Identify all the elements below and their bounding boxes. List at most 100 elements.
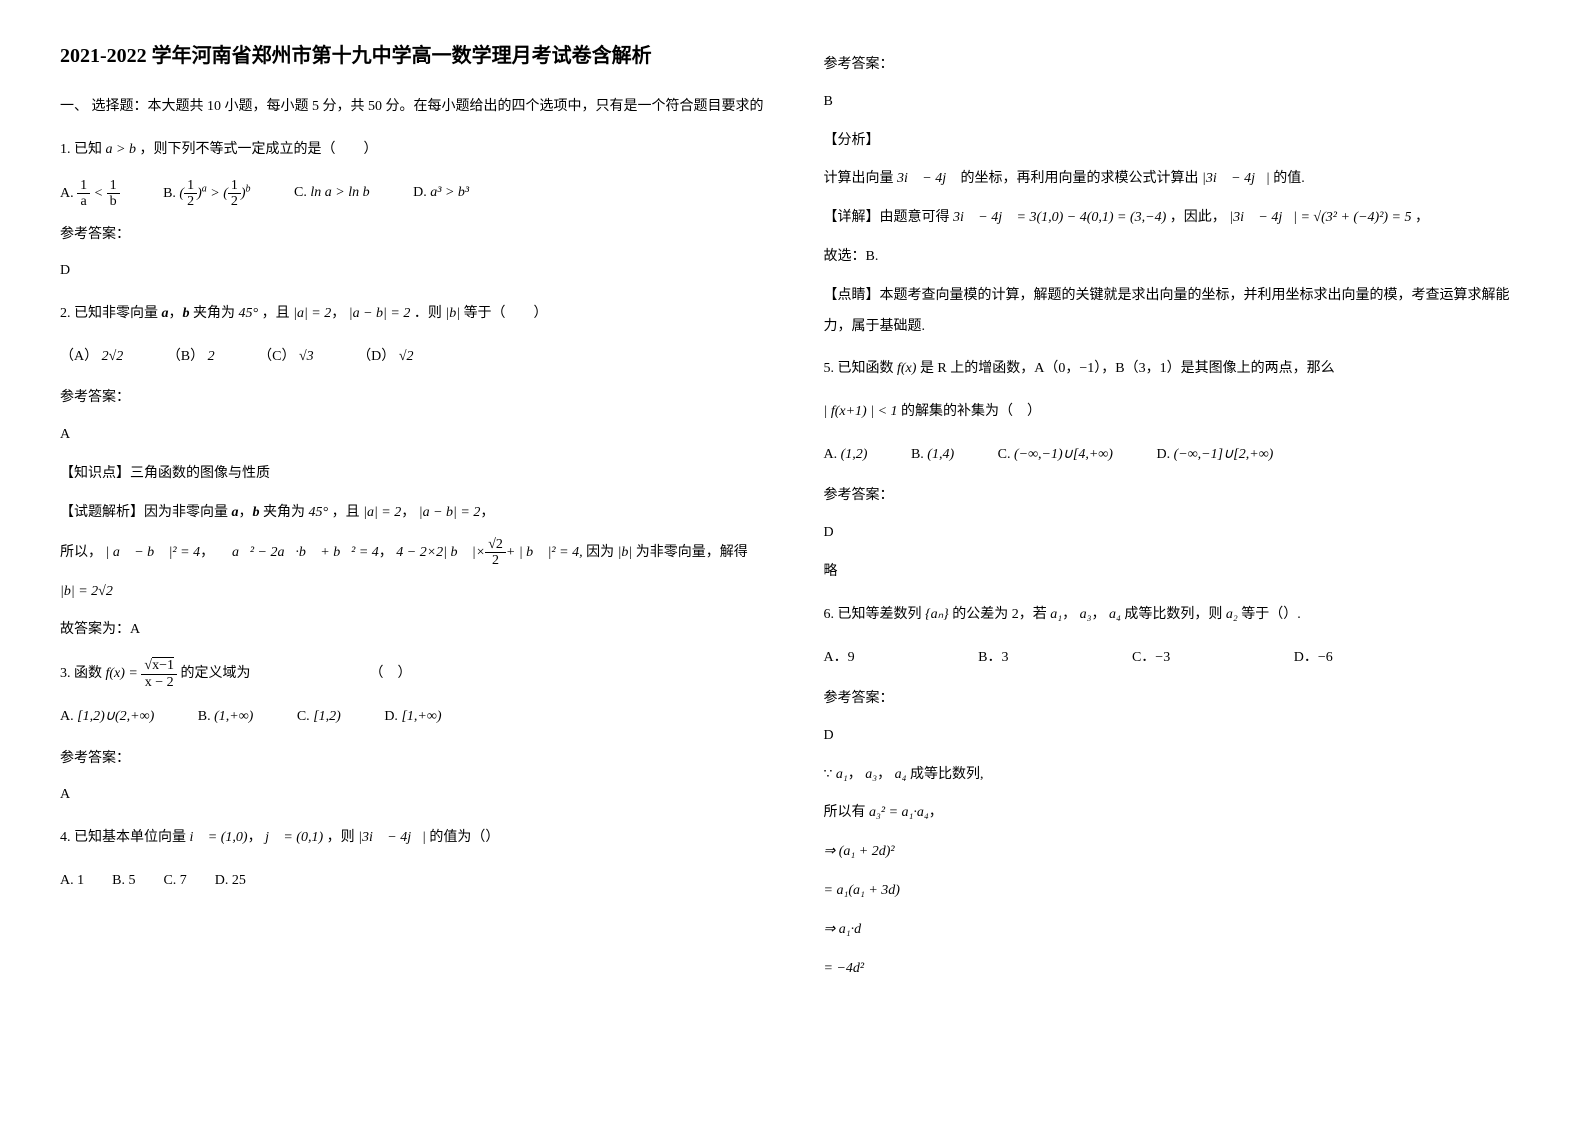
q6-s1-suffix: 成等比数列, [910, 767, 984, 782]
q1-options: A. 1a < 1b B. (12)a > (12)b C. ln a > ln… [60, 178, 764, 210]
q4-ana-vec2: |3i⃗ − 4j⃗| [1202, 171, 1270, 186]
q1-option-b: B. (12)a > (12)b [163, 178, 250, 210]
q5-optD-prefix: D. [1156, 447, 1170, 462]
q6-answer-label: 参考答案： [824, 684, 1528, 715]
q2-res-eq: = 2√2 [78, 584, 113, 599]
q4-det-eq2-rhs: = √(3² + (−4)²) = 5 [1300, 210, 1411, 225]
q4-analysis-line1: 计算出向量 3i⃗ − 4j⃗ 的坐标，再利用向量的求模公式计算出 |3i⃗ −… [824, 164, 1528, 195]
q2-option-a: （A） 2√2 [60, 342, 123, 373]
q4-det-prefix: 【详解】由题意可得 [824, 210, 950, 225]
q1-optC-prefix: C. [294, 185, 307, 200]
q4-ana-vec1: 3i⃗ − 4j⃗ [897, 171, 957, 186]
q2-conclusion: 故答案为：A [60, 615, 764, 646]
q5-stem-prefix: 5. 已知函数 [824, 361, 894, 376]
q6-step5: ⇒ a₁·d [824, 915, 1528, 946]
q2-a-eq: |a| = 2 [293, 306, 331, 321]
q6-stem-mid2: 成等比数列，则 [1124, 607, 1222, 622]
q2-ana-l2-mid: 因为 [586, 545, 614, 560]
section-heading: 一、 选择题：本大题共 10 小题，每小题 5 分，共 50 分。在每小题给出的… [60, 92, 764, 123]
q5-option-c: C. (−∞,−1)∪[4,+∞) [998, 440, 1113, 471]
q6-stem-mid1: 的公差为 2，若 [952, 607, 1047, 622]
q1-answer: D [60, 256, 764, 287]
q2-stem-mid1: 夹角为 [193, 306, 235, 321]
q3-optD-prefix: D. [384, 709, 398, 724]
q1-stem-suffix: ，则下列不等式一定成立的是（ ） [139, 142, 377, 157]
q6-a1: a₁ [1050, 607, 1062, 622]
question-6: 6. 已知等差数列 {aₙ} 的公差为 2，若 a₁， a₃， a₄ 成等比数列… [824, 600, 1528, 631]
q3-optB-math: (1,+∞) [214, 709, 253, 724]
question-4: 4. 已知基本单位向量 i⃗ = (1,0)， j⃗ = (0,1) ，则 |3… [60, 823, 764, 854]
q2-ana-eq3-prefix: 4 − 2×2| b⃗ |× [396, 545, 485, 560]
question-2: 2. 已知非零向量 a，b 夹角为 45° ，且 |a| = 2， |a − b… [60, 299, 764, 330]
q6-step2: 所以有 a₃² = a₁·a₄， [824, 798, 1528, 829]
q3-stem-prefix: 3. 函数 [60, 666, 102, 681]
q6-options: A．9 B．3 C．−3 D．−6 [824, 643, 1528, 674]
q2-ana-prefix: 【试题解析】因为非零向量 [60, 505, 228, 520]
q6-s2-eq: a₃² = a₁·a₄ [869, 805, 929, 820]
q2-ana-eq2: ∴ a⃗² − 2a⃗·b⃗ + b⃗² = 4 [218, 545, 379, 560]
question-1: 1. 已知 a > b ，则下列不等式一定成立的是（ ） [60, 135, 764, 166]
q3-optD-math: [1,+∞) [401, 709, 441, 724]
q1-option-c: C. ln a > ln b [294, 178, 370, 209]
q2-ana-l2-prefix: 所以， [60, 545, 102, 560]
q3-optC-prefix: C. [297, 709, 310, 724]
q2-optB-math: 2 [208, 349, 215, 364]
q6-s1-a4: a₄ [895, 767, 907, 782]
q4-ana-l1-end: 的值. [1273, 171, 1305, 186]
q6-option-b: B．3 [978, 643, 1008, 674]
q6-a2: a₂ [1226, 607, 1238, 622]
q2-ana-eq3-suffix: + | b⃗ |² = 4, [506, 545, 583, 560]
q4-stem-prefix: 4. 已知基本单位向量 [60, 830, 186, 845]
q3-answer: A [60, 780, 764, 811]
q6-s1-a1: a₁ [836, 767, 848, 782]
q1-option-d: D. a³ > b³ [413, 178, 469, 209]
q1-optA-prefix: A. [60, 186, 74, 201]
q5-stem-suffix: 的解集的补集为（ ） [901, 404, 1041, 419]
q4-det-eq1: 3i⃗ − 4j⃗ = 3(1,0) − 4(0,1) = (3,−4) [953, 210, 1166, 225]
q2-stem-prefix: 2. 已知非零向量 [60, 306, 158, 321]
q6-answer: D [824, 721, 1528, 752]
q5-optB-math: (1,4) [927, 447, 954, 462]
q6-a4: a₄ [1109, 607, 1121, 622]
q5-ineq: | f(x+1) | < 1 [824, 404, 898, 419]
q2-analysis-line2: 所以， | a⃗ − b⃗ |² = 4， ∴ a⃗² − 2a⃗·b⃗ + b… [60, 537, 764, 569]
q4-analysis-label: 【分析】 [824, 126, 1528, 157]
q3-answer-label: 参考答案： [60, 744, 764, 775]
q2-optA-math: 2√2 [102, 349, 124, 364]
q4-stem-mid: ，则 [327, 830, 355, 845]
q2-ana-mid2: ，且 [332, 505, 360, 520]
q2-b: |b| [445, 306, 460, 321]
q6-step6: = −4d² [824, 954, 1528, 985]
q6-option-d: D．−6 [1294, 643, 1333, 674]
q2-ana-eq3: 4 − 2×2| b⃗ |×√22+ | b⃗ |² = 4, [396, 537, 582, 569]
q4-i: i⃗ = (1,0) [190, 830, 248, 845]
q2-ana-b: b [253, 505, 260, 520]
q6-step3: ⇒ (a₁ + 2d)² [824, 837, 1528, 868]
q3-stem-suffix: 的定义域为 （ ） [180, 666, 411, 681]
q5-option-a: A. (1,2) [824, 440, 868, 471]
exam-title: 2021-2022 学年河南省郑州市第十九中学高一数学理月考试卷含解析 [60, 40, 764, 72]
q4-det-end: ， [1415, 210, 1429, 225]
q2-angle: 45° [239, 306, 259, 321]
q2-ab-eq: |a − b| = 2 [349, 306, 411, 321]
q6-stem-suffix: 等于（）. [1241, 607, 1301, 622]
q4-options: A. 1 B. 5 C. 7 D. 25 [60, 866, 764, 897]
q2-option-b: （B） 2 [167, 342, 215, 373]
q2-answer: A [60, 420, 764, 451]
q2-ana-mid: 夹角为 [263, 505, 305, 520]
q5-optA-prefix: A. [824, 447, 838, 462]
q2-optD: （D） [357, 349, 395, 364]
q5-answer: D [824, 518, 1528, 549]
q5-optB-prefix: B. [911, 447, 924, 462]
q2-options: （A） 2√2 （B） 2 （C） √3 （D） √2 [60, 342, 764, 373]
q2-ana-aval: |a| = 2 [363, 505, 401, 520]
q2-ana-angle: 45° [309, 505, 329, 520]
q6-stem-prefix: 6. 已知等差数列 [824, 607, 922, 622]
q1-optC-math: ln a > ln b [310, 185, 369, 200]
q2-analysis-line1: 【试题解析】因为非零向量 a，b 夹角为 45° ，且 |a| = 2， |a … [60, 498, 764, 529]
q4-choice: 故选：B. [824, 242, 1528, 273]
q2-optB: （B） [167, 349, 204, 364]
q4-detail: 【详解】由题意可得 3i⃗ − 4j⃗ = 3(1,0) − 4(0,1) = … [824, 203, 1528, 234]
question-3: 3. 函数 f(x) = √x−1x − 2 的定义域为 （ ） [60, 658, 764, 690]
q2-res-prefix: |b| [60, 584, 75, 599]
